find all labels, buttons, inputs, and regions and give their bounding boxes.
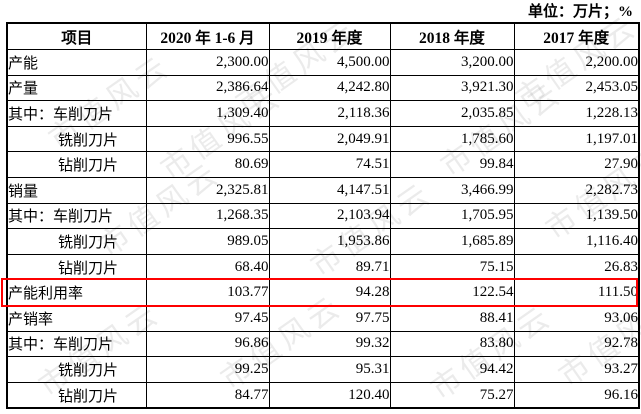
value-cell: 93.06 [513, 304, 640, 332]
value-cell: 1,116.40 [513, 228, 640, 255]
value-cell: 4,147.51 [268, 176, 391, 204]
value-cell: 89.71 [268, 253, 391, 281]
value-cell: 96.86 [145, 330, 270, 358]
table-row: 其中：车削刀片 1,268.35 2,103.94 1,705.95 1,139.50 [6, 202, 640, 230]
value-cell: 94.42 [389, 356, 515, 383]
value-cell: 1,705.95 [389, 202, 515, 230]
value-cell: 75.15 [389, 253, 515, 281]
value-cell: 27.90 [513, 151, 640, 178]
column-header: 2019 年度 [268, 22, 391, 50]
table-row: 产量 2,386.64 4,242.80 3,921.30 2,453.05 [6, 74, 640, 102]
column-header: 项目 [6, 22, 147, 50]
row-label-cell: 产量 [6, 74, 147, 102]
value-cell: 122.54 [389, 279, 515, 306]
column-header: 2017 年度 [513, 22, 640, 50]
value-cell: 1,685.89 [389, 228, 515, 255]
value-cell: 1,309.40 [145, 100, 270, 127]
value-cell: 93.27 [513, 356, 640, 383]
table-row: 销量 2,325.81 4,147.51 3,466.99 2,282.73 [6, 176, 640, 204]
value-cell: 2,200.00 [513, 49, 640, 76]
row-label-cell: 铣削刀片 [6, 356, 147, 383]
value-cell: 3,921.30 [389, 74, 515, 102]
value-cell: 96.16 [513, 381, 640, 409]
table-row: 其中：车削刀片 1,309.40 2,118.36 2,035.85 1,228.13 [6, 100, 640, 127]
row-label-cell: 产能利用率 [6, 279, 147, 306]
value-cell: 92.78 [513, 330, 640, 358]
value-cell: 4,242.80 [268, 74, 391, 102]
value-cell: 95.31 [268, 356, 391, 383]
row-label-cell: 钻削刀片 [6, 151, 147, 178]
value-cell: 2,049.91 [268, 125, 391, 153]
value-cell: 2,300.00 [145, 49, 270, 76]
value-cell: 94.28 [268, 279, 391, 306]
value-cell: 996.55 [145, 125, 270, 153]
value-cell: 99.32 [268, 330, 391, 358]
value-cell: 1,228.13 [513, 100, 640, 127]
table-row: 铣削刀片 989.05 1,953.86 1,685.89 1,116.40 [6, 228, 640, 255]
value-cell: 99.25 [145, 356, 270, 383]
value-cell: 1,197.01 [513, 125, 640, 153]
column-header: 2020 年 1-6 月 [145, 22, 270, 50]
value-cell: 74.51 [268, 151, 391, 178]
value-cell: 26.83 [513, 253, 640, 281]
row-label-cell: 钻削刀片 [6, 253, 147, 281]
value-cell: 3,466.99 [389, 176, 515, 204]
value-cell: 2,118.36 [268, 100, 391, 127]
table-row: 产能利用率 103.77 94.28 122.54 111.50 [6, 279, 640, 306]
value-cell: 2,386.64 [145, 74, 270, 102]
value-cell: 2,282.73 [513, 176, 640, 204]
table-row: 钻削刀片 80.69 74.51 99.84 27.90 [6, 151, 640, 178]
value-cell: 2,325.81 [145, 176, 270, 204]
value-cell: 97.45 [145, 304, 270, 332]
value-cell: 1,953.86 [268, 228, 391, 255]
table-row: 其中：车削刀片 96.86 99.32 83.80 92.78 [6, 330, 640, 358]
value-cell: 99.84 [389, 151, 515, 178]
row-label-cell: 销量 [6, 176, 147, 204]
row-label-cell: 铣削刀片 [6, 125, 147, 153]
value-cell: 68.40 [145, 253, 270, 281]
value-cell: 84.77 [145, 381, 270, 409]
column-header: 2018 年度 [389, 22, 515, 50]
value-cell: 80.69 [145, 151, 270, 178]
row-label-cell: 产销率 [6, 304, 147, 332]
unit-label: 单位：万片；% [527, 4, 633, 20]
table-row: 钻削刀片 84.77 120.40 75.27 96.16 [6, 381, 640, 409]
table-row: 产销率 97.45 97.75 88.41 93.06 [6, 304, 640, 332]
value-cell: 2,453.05 [513, 74, 640, 102]
value-cell: 83.80 [389, 330, 515, 358]
value-cell: 75.27 [389, 381, 515, 409]
row-label-cell: 其中：车削刀片 [6, 100, 147, 127]
value-cell: 1,785.60 [389, 125, 515, 153]
value-cell: 3,200.00 [389, 49, 515, 76]
row-label-cell: 钻削刀片 [6, 381, 147, 409]
value-cell: 4,500.00 [268, 49, 391, 76]
value-cell: 103.77 [145, 279, 270, 306]
row-label-cell: 其中：车削刀片 [6, 202, 147, 230]
table-header-row: 项目 2020 年 1-6 月 2019 年度 2018 年度 2017 年度 [6, 22, 640, 50]
value-cell: 120.40 [268, 381, 391, 409]
table-row: 产能 2,300.00 4,500.00 3,200.00 2,200.00 [6, 49, 640, 76]
value-cell: 2,103.94 [268, 202, 391, 230]
value-cell: 111.50 [513, 279, 640, 306]
value-cell: 97.75 [268, 304, 391, 332]
value-cell: 1,268.35 [145, 202, 270, 230]
table-row: 钻削刀片 68.40 89.71 75.15 26.83 [6, 253, 640, 281]
row-label-cell: 产能 [6, 49, 147, 76]
value-cell: 1,139.50 [513, 202, 640, 230]
capacity-utilization-table: 项目 2020 年 1-6 月 2019 年度 2018 年度 2017 年度 产能 2,… [6, 22, 640, 410]
value-cell: 88.41 [389, 304, 515, 332]
value-cell: 2,035.85 [389, 100, 515, 127]
value-cell: 989.05 [145, 228, 270, 255]
table-row: 铣削刀片 99.25 95.31 94.42 93.27 [6, 356, 640, 383]
row-label-cell: 铣削刀片 [6, 228, 147, 255]
table-row: 铣削刀片 996.55 2,049.91 1,785.60 1,197.01 [6, 125, 640, 153]
row-label-cell: 其中：车削刀片 [6, 330, 147, 358]
